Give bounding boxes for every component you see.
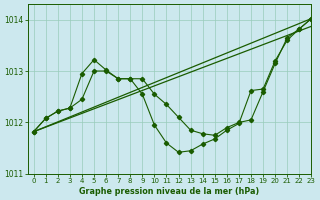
X-axis label: Graphe pression niveau de la mer (hPa): Graphe pression niveau de la mer (hPa) — [79, 187, 260, 196]
